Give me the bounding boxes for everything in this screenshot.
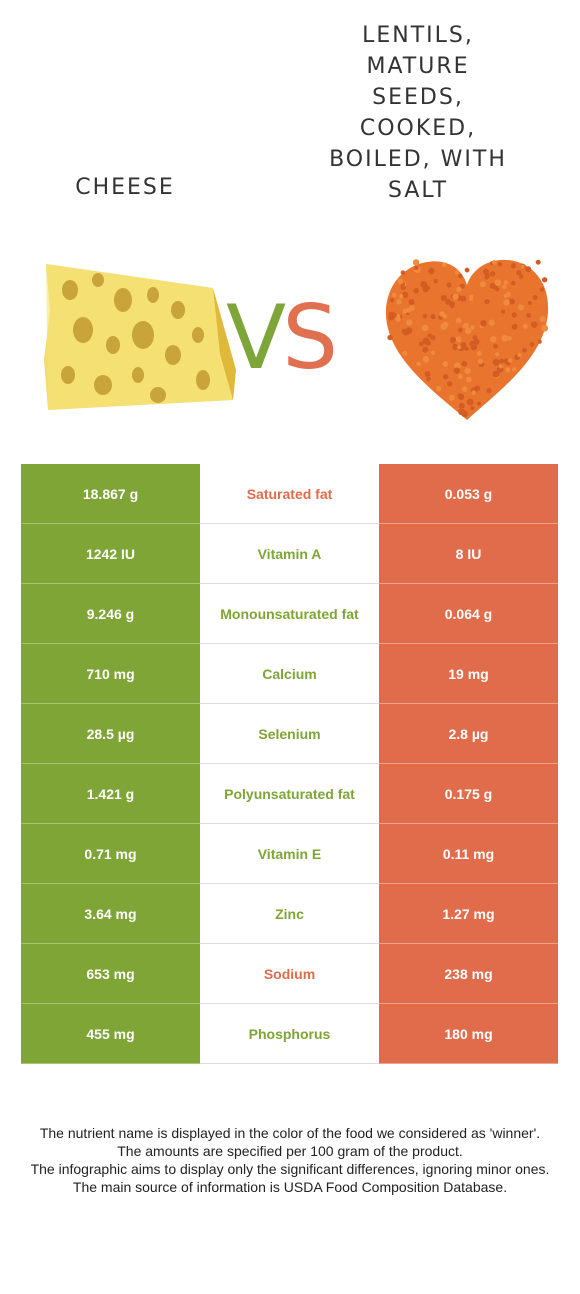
right-value: 2.8 µg bbox=[379, 704, 558, 764]
left-value: 0.71 mg bbox=[21, 824, 200, 884]
table-row: 455 mg Phosphorus 180 mg bbox=[21, 1004, 558, 1064]
table-row: 710 mg Calcium 19 mg bbox=[21, 644, 558, 704]
right-value: 0.11 mg bbox=[379, 824, 558, 884]
nutrient-name: Calcium bbox=[200, 644, 379, 704]
left-value: 3.64 mg bbox=[21, 884, 200, 944]
right-value: 238 mg bbox=[379, 944, 558, 1004]
nutrient-name: Vitamin E bbox=[200, 824, 379, 884]
footnotes: The nutrient name is displayed in the co… bbox=[30, 1124, 550, 1196]
nutrient-name: Sodium bbox=[200, 944, 379, 1004]
nutrient-name: Phosphorus bbox=[200, 1004, 379, 1064]
nutrient-name: Monounsaturated fat bbox=[200, 584, 379, 644]
right-value: 8 IU bbox=[379, 524, 558, 584]
right-value: 0.175 g bbox=[379, 764, 558, 824]
footnote: The nutrient name is displayed in the co… bbox=[39, 1125, 541, 1141]
left-value: 710 mg bbox=[21, 644, 200, 704]
food-title-left: CHEESE bbox=[75, 175, 175, 200]
right-value: 0.064 g bbox=[379, 584, 558, 644]
table-row: 1.421 g Polyunsaturated fat 0.175 g bbox=[21, 764, 558, 824]
cheese-image bbox=[38, 250, 248, 420]
left-value: 28.5 µg bbox=[21, 704, 200, 764]
left-value: 9.246 g bbox=[21, 584, 200, 644]
left-value: 653 mg bbox=[21, 944, 200, 1004]
table-row: 653 mg Sodium 238 mg bbox=[21, 944, 558, 1004]
table-row: 18.867 g Saturated fat 0.053 g bbox=[21, 464, 558, 524]
left-value: 455 mg bbox=[21, 1004, 200, 1064]
footnote: The main source of information is USDA F… bbox=[72, 1179, 508, 1195]
right-value: 19 mg bbox=[379, 644, 558, 704]
left-value: 18.867 g bbox=[21, 464, 200, 524]
table-row: 0.71 mg Vitamin E 0.11 mg bbox=[21, 824, 558, 884]
right-value: 1.27 mg bbox=[379, 884, 558, 944]
lentil-image bbox=[372, 240, 562, 435]
footnote: The infographic aims to display only the… bbox=[30, 1161, 550, 1177]
right-value: 0.053 g bbox=[379, 464, 558, 524]
comparison-table: 18.867 g Saturated fat 0.053 g 1242 IU Vitam… bbox=[21, 464, 558, 1064]
vs-v: V bbox=[226, 286, 286, 389]
nutrient-name: Selenium bbox=[200, 704, 379, 764]
left-value: 1.421 g bbox=[21, 764, 200, 824]
nutrient-name: Vitamin A bbox=[200, 524, 379, 584]
footnote: The amounts are specified per 100 gram o… bbox=[117, 1143, 463, 1159]
table-row: 28.5 µg Selenium 2.8 µg bbox=[21, 704, 558, 764]
left-value: 1242 IU bbox=[21, 524, 200, 584]
table-row: 9.246 g Monounsaturated fat 0.064 g bbox=[21, 584, 558, 644]
vs-label: VS bbox=[226, 286, 338, 389]
table-row: 3.64 mg Zinc 1.27 mg bbox=[21, 884, 558, 944]
food-title-right: LENTILS, MATURE SEEDS, COOKED, BOILED, W… bbox=[329, 23, 507, 203]
vs-s: S bbox=[282, 286, 338, 389]
nutrient-name: Saturated fat bbox=[200, 464, 379, 524]
nutrient-name: Polyunsaturated fat bbox=[200, 764, 379, 824]
right-value: 180 mg bbox=[379, 1004, 558, 1064]
nutrient-name: Zinc bbox=[200, 884, 379, 944]
